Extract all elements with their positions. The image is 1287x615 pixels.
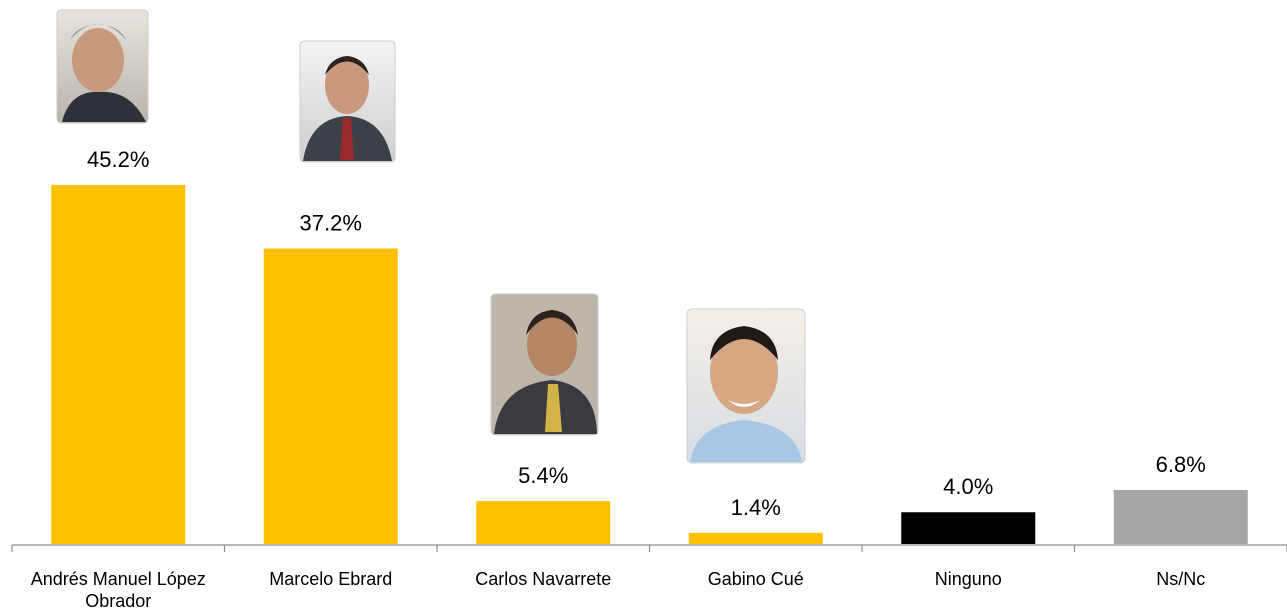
value-label: 6.8%: [1156, 452, 1206, 477]
bar: [476, 501, 611, 544]
portrait: [490, 293, 599, 436]
bar: [688, 532, 823, 544]
value-label: 37.2%: [300, 211, 362, 236]
x-tick-label: Gabino Cué: [707, 569, 804, 589]
value-label: 5.4%: [518, 463, 568, 488]
bar: [263, 248, 398, 544]
x-tick-label: Marcelo Ebrard: [269, 569, 393, 589]
x-tick-label: Andrés Manuel López Obrador: [30, 569, 206, 611]
portrait: [686, 308, 806, 464]
value-label: 45.2%: [87, 147, 149, 172]
bar: [901, 512, 1036, 544]
bar: [51, 185, 186, 544]
portrait: [56, 9, 149, 124]
portrait: [299, 40, 396, 163]
value-label: 1.4%: [731, 495, 781, 520]
x-tick-label: Ninguno: [934, 569, 1002, 589]
x-tick-label: Carlos Navarrete: [475, 569, 612, 589]
value-label: 4.0%: [943, 474, 993, 499]
bar: [1113, 489, 1248, 544]
x-tick-label: Ns/Nc: [1156, 569, 1206, 589]
